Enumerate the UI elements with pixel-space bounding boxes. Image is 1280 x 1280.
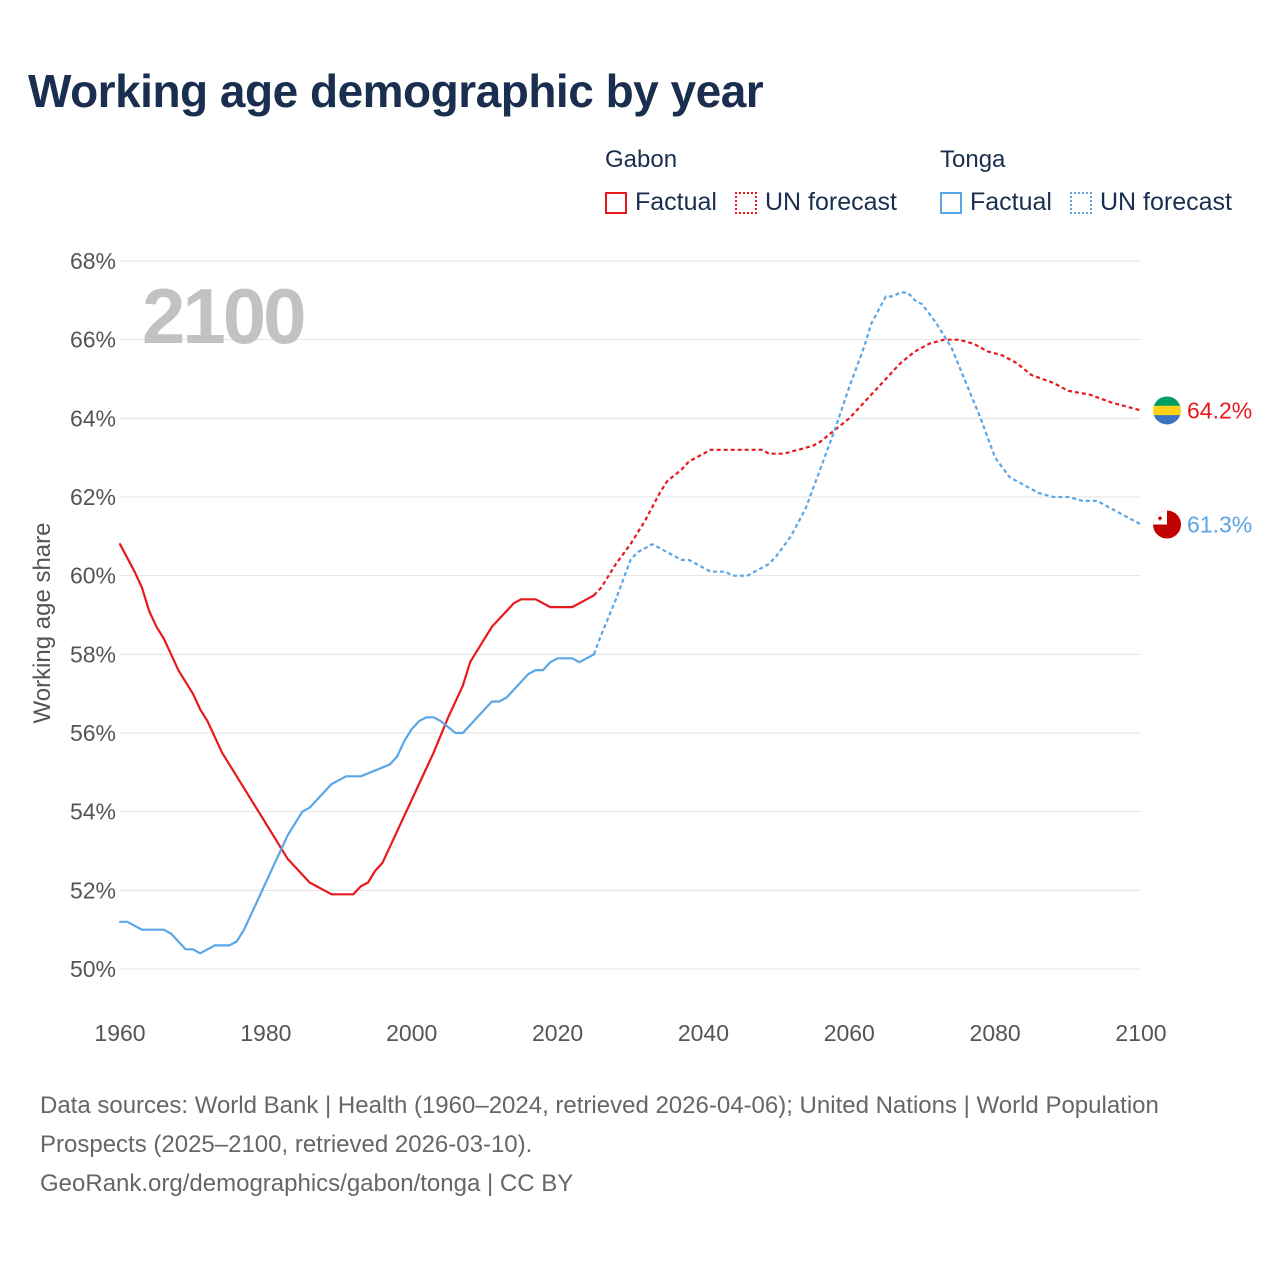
legend-swatch-solid-icon [605,191,627,214]
series-end-markers: 64.2% 61.3% [1153,396,1252,539]
axis-ticks: 50% 52% 54% 56% 58% 60% 62% 64% 66% 68% 1960 1980 20… [70,248,1167,1046]
legend-country-tonga: Tonga [940,146,1006,173]
year-badge: 2100 [142,272,304,360]
x-tick-label: 2000 [386,1020,437,1046]
y-tick-label: 66% [70,327,116,353]
legend-item-gabon-factual[interactable]: Factual [605,188,717,217]
data-sources: Data sources: World Bank | Health (1960–… [40,1086,1220,1203]
end-value-label-tonga: 61.3% [1187,512,1252,538]
x-tick-label: 2020 [532,1020,583,1046]
x-tick-label: 2060 [824,1020,875,1046]
end-value-label-gabon: 64.2% [1187,397,1252,423]
legend-group-gabon: Gabon Factual UN forecast [605,146,915,217]
y-tick-label: 58% [70,641,116,667]
x-tick-label: 2040 [678,1020,729,1046]
series-tonga-forecast-line [592,291,1142,655]
line-chart: 2100 Working age share 50% 52% 54% 56% 58% 60… [29,248,1252,1046]
chart-title: Working age demographic by year [28,65,764,117]
legend-item-tonga-forecast[interactable]: UN forecast [1069,188,1232,217]
gridlines [120,260,1141,970]
series-gabon-forecast-line [593,338,1142,597]
legend-country-gabon: Gabon [605,146,678,173]
legend-swatch-dotted-icon [734,191,757,214]
y-tick-label: 64% [70,405,116,431]
y-tick-label: 50% [70,956,116,982]
legend-label: Factual [970,188,1052,216]
legend-label: UN forecast [1099,188,1232,216]
flag-tonga-icon [1153,510,1181,539]
flag-gabon-icon [1153,396,1181,425]
legend-swatch-solid-icon [940,191,962,214]
y-tick-label: 54% [70,799,116,825]
y-tick-label: 52% [70,877,116,903]
legend-item-tonga-factual[interactable]: Factual [940,188,1052,217]
legend-item-gabon-forecast[interactable]: UN forecast [734,188,897,217]
series-lines [118,291,1142,955]
x-tick-label: 1960 [94,1020,145,1046]
legend-swatch-dotted-icon [1069,191,1092,214]
y-axis-label: Working age share [29,523,56,724]
y-tick-label: 68% [70,248,116,274]
y-tick-label: 62% [70,484,116,510]
sources-text: Data sources: World Bank | Health (1960–… [40,1092,1159,1158]
series-gabon-factual-line [118,543,596,896]
legend-label: UN forecast [764,188,897,216]
series-tonga-factual-line [118,653,596,955]
y-tick-label: 60% [70,563,116,589]
sources-link[interactable]: GeoRank.org/demographics/gabon/tonga | C… [40,1170,574,1197]
x-tick-label: 2080 [970,1020,1021,1046]
legend-group-tonga: Tonga Factual UN forecast [940,146,1250,217]
x-tick-label: 2100 [1115,1020,1166,1046]
legend-label: Factual [635,188,717,216]
y-tick-label: 56% [70,720,116,746]
x-tick-label: 1980 [240,1020,291,1046]
